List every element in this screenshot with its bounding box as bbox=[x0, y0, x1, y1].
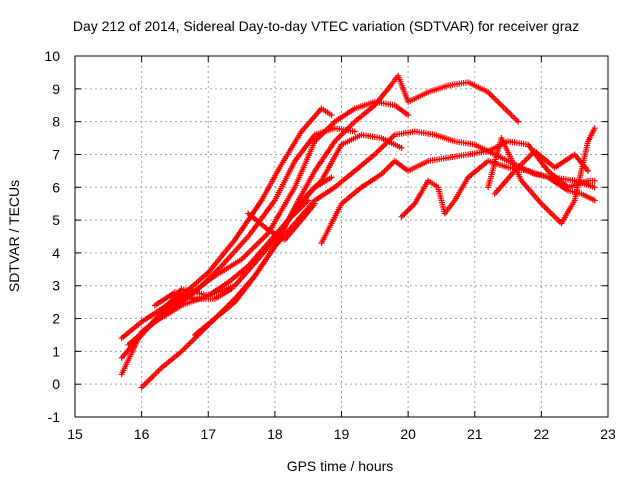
y-tick-label: 0 bbox=[52, 376, 60, 392]
series-s1 bbox=[118, 105, 335, 342]
y-tick-label: 8 bbox=[52, 114, 60, 130]
series-s10 bbox=[271, 197, 312, 247]
x-tick-label: 16 bbox=[134, 426, 150, 442]
series-markers bbox=[118, 105, 335, 342]
y-tick-label: 1 bbox=[52, 343, 60, 359]
y-tick-label: 5 bbox=[52, 212, 60, 228]
y-tick-label: 2 bbox=[52, 311, 60, 327]
y-tick-label: 7 bbox=[52, 146, 60, 162]
data-layer bbox=[118, 72, 598, 391]
x-tick-label: 21 bbox=[467, 426, 483, 442]
x-tick-label: 22 bbox=[534, 426, 550, 442]
grid bbox=[75, 56, 608, 417]
series-markers bbox=[491, 148, 591, 197]
y-tick-label: -1 bbox=[48, 409, 61, 425]
x-tick-label: 15 bbox=[67, 426, 83, 442]
y-axis-label: SDTVAR / TECUs bbox=[6, 180, 22, 292]
chart-title: Day 212 of 2014, Sidereal Day-to-day VTE… bbox=[73, 18, 579, 34]
y-tick-label: 9 bbox=[52, 81, 60, 97]
x-axis-label: GPS time / hours bbox=[287, 458, 394, 474]
series-s7 bbox=[151, 286, 235, 309]
x-tick-label: 20 bbox=[400, 426, 416, 442]
x-tick-label: 19 bbox=[334, 426, 350, 442]
x-tick-label: 23 bbox=[600, 426, 616, 442]
y-tick-label: 4 bbox=[52, 245, 60, 261]
y-tick-label: 3 bbox=[52, 278, 60, 294]
series-markers bbox=[271, 197, 312, 247]
series-markers bbox=[151, 286, 235, 309]
x-tick-label: 18 bbox=[267, 426, 283, 442]
y-tick-label: 10 bbox=[44, 48, 60, 64]
series-s14 bbox=[491, 148, 591, 197]
y-tick-label: 6 bbox=[52, 179, 60, 195]
x-tick-label: 17 bbox=[200, 426, 216, 442]
